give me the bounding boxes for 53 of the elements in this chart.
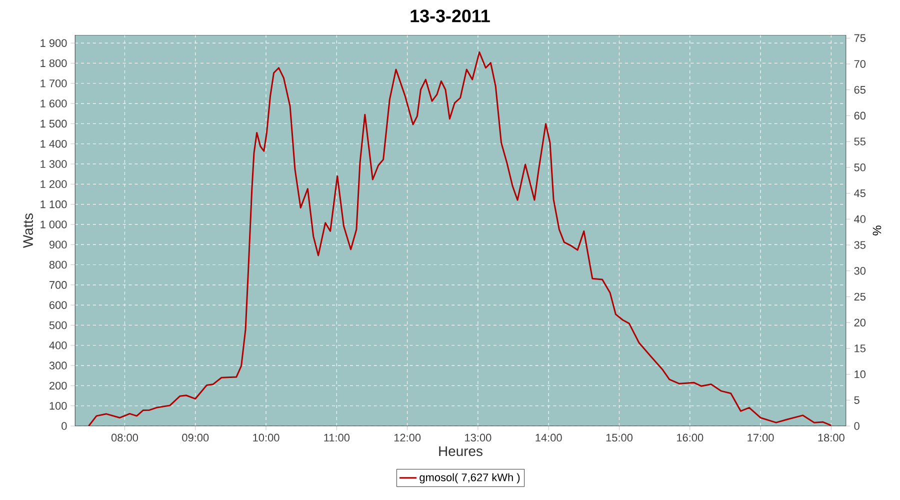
y2-tick-label: 65: [854, 86, 866, 94]
y-tick-label: 600: [50, 301, 67, 309]
y-tick-label: 1 900: [40, 39, 67, 47]
y2-tick-label: 40: [854, 215, 866, 223]
x-tick-label: 10:00: [253, 434, 280, 442]
y-tick-label: 200: [49, 382, 67, 390]
y2-tick-label: 30: [854, 266, 866, 275]
y2-tick-label: 20: [854, 318, 866, 326]
y-axis-title: Watts: [23, 213, 33, 248]
y-tick-label: 1 200: [40, 180, 67, 188]
y2-tick-label: 60: [854, 112, 866, 120]
y2-tick-label: 75: [854, 34, 866, 42]
y2-tick-label: 0: [854, 422, 860, 430]
y-tick-label: 1 400: [40, 140, 67, 148]
x-tick-label: 16:00: [677, 434, 704, 442]
chart-title: 13-3-2011: [410, 10, 490, 22]
legend-label: gmosol( 7,627 kWh ): [420, 473, 520, 484]
y-tick-label: 700: [50, 281, 67, 289]
x-axis-title: Heures: [439, 446, 482, 456]
y2-tick-label: 45: [854, 189, 866, 198]
x-tick-label: 08:00: [111, 434, 138, 442]
y-tick-label: 1 000: [40, 220, 67, 228]
y-tick-label: 300: [49, 362, 67, 370]
y-tick-label: 1 300: [40, 160, 67, 168]
x-tick-label: 13:00: [465, 434, 492, 442]
y2-tick-label: 10: [854, 370, 866, 378]
y-tick-label: 900: [49, 240, 67, 248]
y2-tick-label: 35: [854, 241, 866, 249]
y-tick-label: 500: [49, 321, 67, 330]
x-tick-label: 11:00: [324, 434, 350, 442]
y2-tick-label: 15: [854, 344, 866, 352]
x-tick-label: 14:00: [536, 434, 562, 442]
x-tick-label: 18:00: [818, 434, 844, 442]
x-tick-label: 12:00: [394, 434, 421, 442]
y2-tick-label: 25: [854, 292, 866, 301]
y-tick-label: 1 700: [40, 80, 67, 88]
y-tick-label: 1 800: [40, 59, 67, 68]
y2-tick-label: 55: [854, 138, 866, 146]
y-tick-label: 800: [49, 260, 67, 269]
y-tick-label: 100: [50, 402, 67, 410]
y-tick-label: 1 100: [40, 200, 67, 208]
y2-tick-label: 70: [854, 60, 866, 68]
y-tick-label: 1 600: [40, 100, 67, 108]
x-tick-label: 15:00: [606, 434, 633, 442]
y2-axis-title: %: [872, 226, 882, 236]
y-tick-label: 400: [49, 342, 67, 350]
y-tick-label: 0: [62, 422, 67, 430]
line-series: [88, 51, 832, 426]
y2-tick-label: 5: [854, 396, 860, 404]
x-tick-label: 17:00: [748, 434, 774, 442]
y2-tick-label: 50: [854, 164, 866, 172]
x-tick-label: 09:00: [182, 434, 209, 442]
y-tick-label: 1 500: [40, 120, 67, 128]
